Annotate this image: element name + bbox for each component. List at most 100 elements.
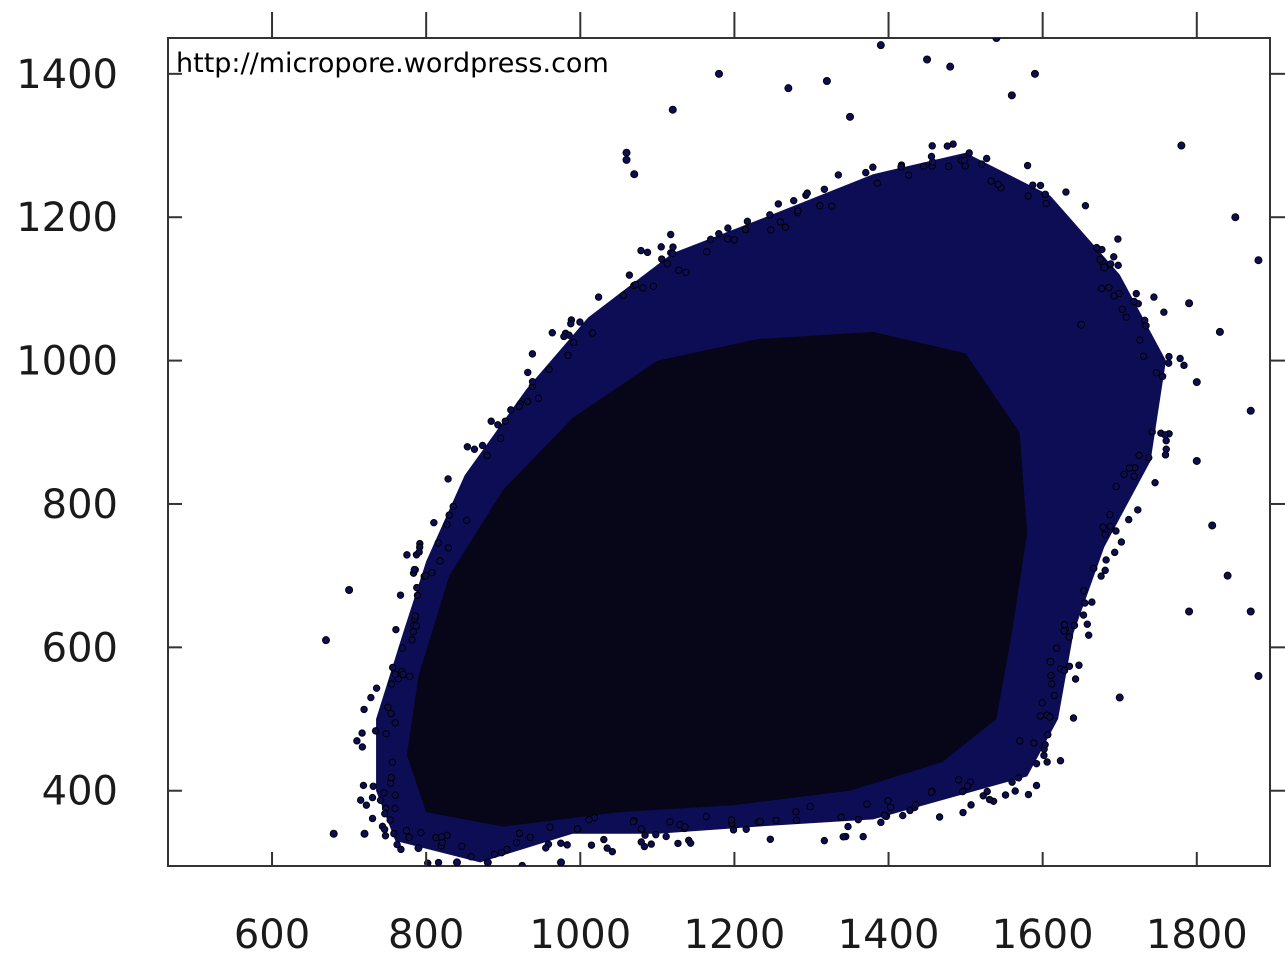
data-point bbox=[503, 845, 511, 854]
data-point bbox=[820, 836, 829, 845]
data-point bbox=[649, 282, 658, 291]
data-point bbox=[803, 189, 811, 197]
data-point bbox=[816, 202, 824, 210]
data-point bbox=[1192, 378, 1201, 387]
data-point bbox=[1176, 354, 1184, 363]
data-point bbox=[899, 811, 907, 820]
data-point bbox=[1111, 548, 1119, 557]
data-point bbox=[982, 154, 991, 163]
data-point bbox=[639, 284, 647, 292]
data-point bbox=[436, 557, 444, 565]
data-point bbox=[1056, 757, 1065, 765]
data-point bbox=[391, 804, 399, 813]
data-point bbox=[1075, 661, 1083, 669]
data-point bbox=[445, 511, 453, 519]
data-point bbox=[1134, 506, 1142, 514]
data-point bbox=[594, 293, 603, 301]
data-point bbox=[1158, 372, 1167, 381]
data-point bbox=[641, 831, 649, 839]
data-point bbox=[1148, 428, 1156, 436]
y-tick-label: 1200 bbox=[16, 195, 118, 241]
data-point bbox=[1118, 305, 1126, 314]
data-point bbox=[1161, 431, 1169, 439]
data-point bbox=[391, 670, 399, 679]
data-point bbox=[873, 179, 881, 187]
data-point bbox=[927, 788, 936, 796]
data-point bbox=[496, 434, 505, 443]
y-tick-label: 400 bbox=[42, 769, 118, 815]
data-point bbox=[1041, 740, 1049, 749]
data-point bbox=[629, 817, 638, 826]
data-point bbox=[1114, 261, 1122, 270]
data-point bbox=[877, 818, 885, 827]
data-point bbox=[421, 571, 430, 580]
data-point bbox=[663, 260, 672, 268]
data-point bbox=[396, 591, 405, 599]
data-point bbox=[371, 727, 380, 735]
data-point bbox=[622, 148, 631, 157]
data-point bbox=[542, 844, 550, 852]
data-point bbox=[949, 140, 957, 148]
data-point bbox=[381, 832, 390, 840]
y-tick-label: 600 bbox=[42, 625, 118, 671]
data-point bbox=[494, 421, 502, 429]
data-point bbox=[1101, 530, 1109, 539]
data-point bbox=[668, 249, 677, 258]
data-point bbox=[1254, 672, 1263, 681]
data-point bbox=[437, 833, 446, 841]
data-point bbox=[467, 853, 475, 861]
data-point bbox=[399, 670, 407, 679]
data-point bbox=[1014, 774, 1023, 782]
data-point bbox=[637, 246, 645, 255]
data-point bbox=[1106, 260, 1115, 268]
data-point bbox=[1180, 361, 1188, 370]
data-point bbox=[724, 224, 732, 232]
data-point bbox=[978, 160, 986, 168]
data-point bbox=[1092, 243, 1101, 252]
data-point bbox=[668, 105, 677, 114]
data-point bbox=[897, 163, 905, 171]
data-point bbox=[515, 402, 524, 411]
data-point bbox=[727, 816, 736, 824]
data-point bbox=[1065, 662, 1074, 670]
data-point bbox=[1223, 571, 1232, 580]
data-point bbox=[391, 719, 399, 727]
data-point bbox=[406, 672, 414, 681]
data-point bbox=[944, 162, 953, 171]
data-point bbox=[576, 318, 584, 326]
data-point bbox=[985, 795, 994, 804]
data-point bbox=[369, 782, 377, 790]
data-point bbox=[563, 841, 571, 849]
data-point bbox=[564, 351, 572, 359]
x-tick-label: 1800 bbox=[1146, 912, 1248, 954]
data-point bbox=[1096, 255, 1104, 264]
data-point bbox=[1139, 352, 1148, 360]
data-point bbox=[1023, 161, 1032, 170]
data-point bbox=[822, 77, 831, 86]
data-point bbox=[565, 331, 573, 339]
data-point bbox=[1097, 572, 1105, 580]
data-point bbox=[1024, 790, 1033, 799]
data-point bbox=[772, 816, 780, 825]
data-point bbox=[1135, 451, 1143, 460]
data-point bbox=[862, 168, 870, 177]
data-point bbox=[526, 833, 534, 842]
data-point bbox=[569, 338, 578, 347]
data-point bbox=[730, 236, 739, 244]
data-point bbox=[1029, 181, 1037, 189]
x-tick-label: 1600 bbox=[992, 912, 1094, 954]
data-point bbox=[490, 850, 499, 858]
data-point bbox=[859, 832, 867, 841]
data-point bbox=[1097, 284, 1106, 293]
data-point bbox=[1052, 644, 1061, 652]
data-point bbox=[1132, 289, 1140, 298]
data-point bbox=[1047, 671, 1055, 680]
data-point bbox=[329, 829, 338, 838]
data-point bbox=[1151, 478, 1159, 487]
y-tick-label: 1000 bbox=[16, 339, 118, 385]
x-tick-label: 1400 bbox=[838, 912, 940, 954]
data-point bbox=[767, 226, 775, 234]
data-point bbox=[1071, 675, 1080, 683]
data-point bbox=[1079, 611, 1088, 619]
data-point bbox=[766, 835, 775, 843]
